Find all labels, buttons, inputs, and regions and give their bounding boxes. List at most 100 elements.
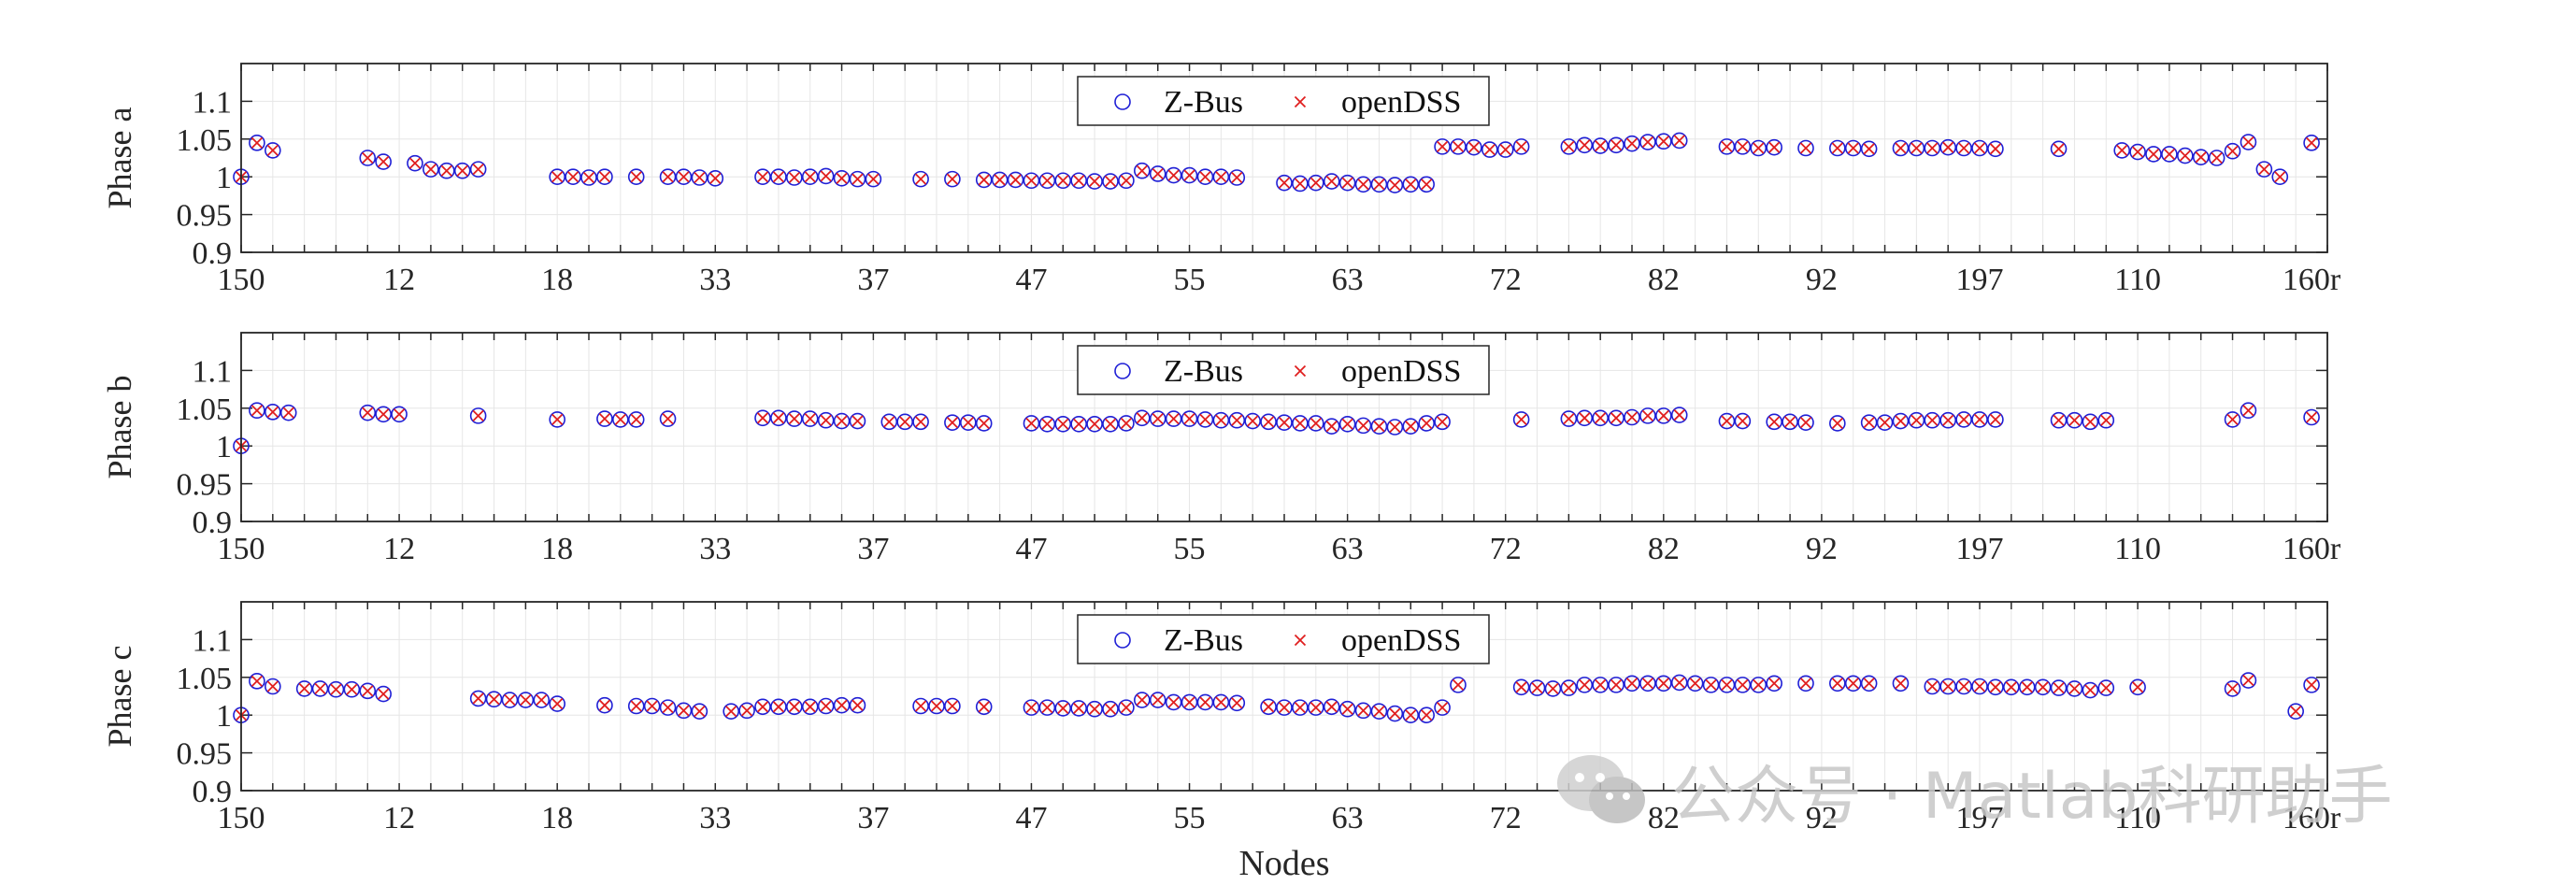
- zbus-marker: [1292, 415, 1309, 432]
- opendss-marker: [630, 413, 642, 426]
- opendss-marker: [456, 164, 468, 177]
- x-tick-label: 33: [699, 801, 731, 835]
- opendss-marker: [1625, 137, 1639, 150]
- zbus-marker: [1165, 693, 1182, 711]
- opendss-marker: [883, 416, 895, 428]
- zbus-marker: [912, 170, 929, 188]
- zbus-marker: [1576, 136, 1594, 154]
- opendss-marker: [2305, 411, 2318, 423]
- opendss-marker: [1595, 678, 1607, 692]
- zbus-marker: [1592, 677, 1609, 693]
- opendss-marker: [250, 136, 264, 149]
- zbus-marker: [1670, 674, 1688, 692]
- y-tick-label: 0.9: [193, 506, 233, 540]
- zbus-marker: [1844, 675, 1862, 692]
- opendss-marker: [1199, 413, 1211, 426]
- opendss-marker: [1657, 136, 1669, 148]
- opendss-marker: [646, 700, 658, 712]
- panel-2: 0.90.95 11.05 1.1 150 12 18 33 37 47 55 63 72 82 92 19…: [101, 332, 2341, 566]
- zbus-marker: [422, 161, 439, 178]
- zbus-marker: [912, 413, 929, 431]
- opendss-marker: [930, 700, 943, 712]
- y-tick-label: 0.9: [193, 236, 233, 271]
- y-axis-label: Phase c: [101, 646, 138, 748]
- zbus-marker: [517, 692, 535, 708]
- zbus-marker: [643, 697, 661, 715]
- zbus-marker: [1576, 409, 1594, 427]
- zbus-marker: [1165, 410, 1182, 427]
- opendss-marker: [772, 171, 785, 183]
- zbus-marker: [1639, 134, 1656, 150]
- opendss-marker: [1436, 701, 1449, 714]
- opendss-marker: [678, 171, 690, 183]
- opendss-marker: [1183, 169, 1195, 181]
- opendss-marker: [2053, 681, 2065, 694]
- opendss-marker: [1231, 414, 1243, 426]
- opendss-marker: [551, 171, 564, 183]
- y-tick-label: 0.95: [177, 468, 233, 503]
- zbus-marker: [1228, 411, 1246, 429]
- opendss-marker: [1879, 417, 1891, 429]
- opendss-marker: [1167, 412, 1180, 425]
- opendss-marker: [756, 171, 769, 183]
- opendss-marker: [1136, 164, 1148, 177]
- opendss-marker: [488, 693, 500, 706]
- zbus-marker: [659, 168, 677, 185]
- opendss-marker: [1973, 680, 1986, 692]
- opendss-marker: [393, 408, 406, 421]
- x-tick-label: 55: [1174, 801, 1206, 835]
- opendss-marker: [756, 701, 769, 713]
- zbus-marker: [1971, 139, 1988, 157]
- zbus-marker: [1149, 692, 1166, 708]
- zbus-marker: [2034, 678, 2052, 696]
- zbus-marker: [1750, 139, 1767, 157]
- zbus-marker: [1118, 699, 1135, 716]
- opendss-marker: [1057, 175, 1069, 187]
- opendss-marker: [1167, 169, 1180, 181]
- opendss-marker: [2037, 681, 2049, 693]
- zbus-marker: [1070, 700, 1087, 717]
- x-tick-label: 18: [541, 801, 573, 835]
- opendss-marker: [598, 412, 611, 425]
- zbus-marker: [1244, 412, 1261, 430]
- zbus-marker: [1165, 166, 1182, 184]
- zbus-marker: [1987, 411, 2004, 428]
- opendss-marker: [1799, 417, 1812, 429]
- opendss-marker: [1373, 421, 1385, 433]
- wechat-logo-icon: [1557, 755, 1645, 823]
- opendss-marker: [1041, 175, 1053, 187]
- zbus-marker: [375, 153, 392, 170]
- opendss-marker: [330, 683, 342, 695]
- opendss-marker: [804, 171, 816, 183]
- opendss-marker: [820, 170, 832, 182]
- opendss-marker: [1957, 142, 1970, 154]
- zbus-marker: [1466, 138, 1482, 156]
- watermark-text: 公众号 · Matlab科研助手: [1671, 759, 2393, 834]
- opendss-marker: [1926, 414, 1939, 426]
- y-tick-label: 1: [216, 699, 232, 734]
- x-tick-label: 37: [857, 263, 889, 297]
- opendss-marker: [1799, 142, 1812, 154]
- y-tick-label: 0.9: [193, 775, 233, 809]
- legend-opendss-marker: [1294, 95, 1307, 108]
- zbus-marker: [1576, 677, 1594, 693]
- zbus-marker: [754, 409, 771, 427]
- zbus-marker: [880, 413, 898, 431]
- opendss-marker: [1357, 178, 1369, 191]
- zbus-marker: [249, 673, 265, 690]
- zbus-marker: [1750, 677, 1767, 693]
- opendss-marker: [1641, 678, 1654, 690]
- opendss-marker: [914, 416, 927, 428]
- zbus-marker: [359, 404, 377, 421]
- zbus-marker: [1766, 138, 1782, 156]
- axes-box: [240, 332, 2328, 522]
- opendss-marker: [1421, 417, 1433, 430]
- zbus-marker: [1054, 172, 1072, 190]
- zbus-marker: [975, 698, 993, 716]
- zbus-marker: [533, 692, 551, 708]
- zbus-marker: [1450, 677, 1467, 693]
- zbus-marker: [1434, 413, 1451, 431]
- x-tick-label: 82: [1648, 801, 1680, 835]
- zbus-marker: [944, 414, 961, 431]
- zbus-marker: [2271, 168, 2289, 185]
